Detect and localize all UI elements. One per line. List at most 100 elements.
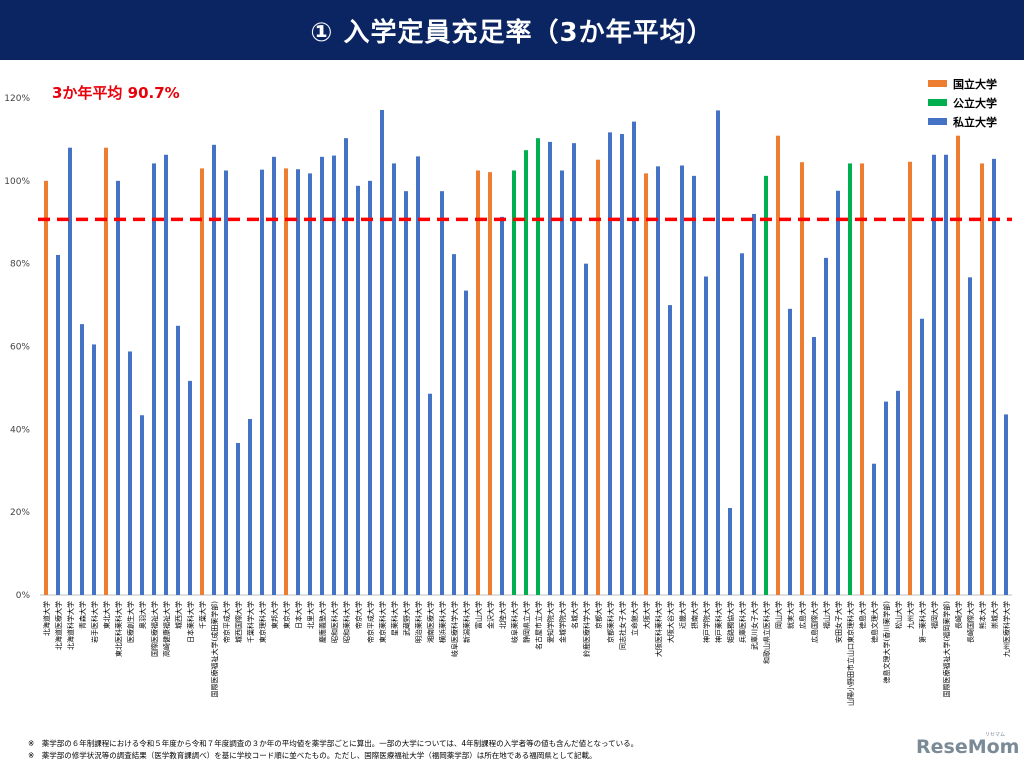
bar [884, 401, 888, 595]
x-tick-label: 同志社女子大学 [618, 601, 627, 650]
bar [656, 166, 660, 595]
x-tick-label: 金城学院大学 [558, 601, 567, 643]
x-tick-label: 国際医療福祉大学(福岡薬学部) [942, 601, 951, 698]
bar [320, 156, 324, 595]
x-tick-label: 日本薬科大学 [186, 601, 195, 643]
legend-label-private: 私立大学 [953, 115, 997, 129]
bar [44, 180, 48, 595]
bar [380, 110, 384, 595]
y-tick-label: 0% [16, 591, 31, 601]
y-tick-label: 80% [10, 260, 30, 270]
x-tick-label: 神戸薬科大学 [714, 601, 723, 643]
bar [116, 180, 120, 595]
bar [128, 351, 132, 595]
x-tick-label: 北海道医療大学 [54, 601, 63, 650]
x-tick-label: 摂南大学 [690, 601, 699, 629]
x-tick-label: 城西大学 [174, 601, 183, 629]
bar [344, 138, 348, 595]
bar [872, 463, 876, 595]
x-tick-label: 高崎健康福祉大学 [162, 601, 171, 657]
x-tick-label: 北海道科学大学 [66, 601, 75, 650]
bar [800, 162, 804, 595]
x-tick-label: 星薬科大学 [390, 601, 399, 636]
x-tick-label: 明治薬科大学 [414, 601, 423, 643]
x-tick-label: 神戸学院大学 [702, 601, 711, 643]
bar [104, 147, 108, 595]
bar [644, 173, 648, 595]
bar [860, 163, 864, 595]
bar [536, 138, 540, 595]
title-bar: ① 入学定員充足率（3か年平均） [0, 0, 1024, 60]
bar [848, 163, 852, 595]
bar [596, 159, 600, 596]
bar [524, 150, 528, 595]
x-tick-label: 帝京平成大学 [366, 601, 375, 643]
bar [308, 173, 312, 595]
x-tick-label: 新潟薬科大学 [462, 601, 471, 643]
bar [416, 156, 420, 595]
footnote-2: ※ 薬学部の修学状況等の調査結果（医学教育課調べ）を基に学校コード順に並べたもの… [28, 751, 597, 760]
x-tick-label: 慶應義塾大学 [318, 601, 327, 643]
bar [332, 155, 336, 596]
x-tick-label: 鈴鹿医療科学大学 [582, 601, 591, 657]
bar [968, 277, 972, 595]
x-tick-label: 京都薬科大学 [606, 601, 615, 643]
legend-swatch-national [928, 80, 947, 87]
bar [260, 169, 264, 596]
x-tick-label: 帝京大学 [354, 601, 363, 629]
bar [548, 141, 552, 595]
bar [68, 147, 72, 595]
legend-swatch-public [928, 99, 947, 106]
x-tick-label: 名城大学 [570, 601, 579, 629]
bar [620, 134, 624, 595]
x-tick-label: 兵庫医科大学 [738, 601, 747, 643]
bar [152, 163, 156, 595]
x-tick-label: 武蔵野大学 [402, 601, 411, 636]
x-tick-label: 徳島文理大学 [870, 601, 879, 643]
x-tick-label: 徳島大学 [858, 601, 867, 629]
x-tick-label: 第一薬科大学 [918, 601, 927, 643]
legend-item-national: 国立大学 [928, 74, 997, 93]
x-tick-label: 松山大学 [894, 601, 903, 629]
bar [296, 169, 300, 595]
x-tick-label: 和歌山県立医科大学 [762, 601, 771, 664]
x-tick-label: 武庫川女子大学 [750, 601, 759, 650]
logo-subtext: リセマム [985, 732, 1006, 738]
y-tick-label: 60% [10, 343, 30, 353]
x-tick-label: 崇城大学 [990, 601, 999, 629]
x-tick-label: 岩手医科大学 [90, 601, 99, 643]
y-tick-label: 120% [4, 94, 30, 104]
x-tick-label: 東北医科薬科大学 [114, 601, 123, 657]
bar [812, 336, 816, 595]
x-tick-label: 徳島文理大学(香川薬学部) [882, 601, 891, 684]
bar [188, 380, 192, 595]
bar [584, 263, 588, 595]
bar [176, 325, 180, 595]
bar [80, 324, 84, 595]
x-tick-label: 九州大学 [906, 601, 915, 629]
bar [488, 172, 492, 595]
x-tick-label: 青森大学 [78, 601, 87, 629]
x-tick-label: 安田女子大学 [834, 601, 843, 643]
x-tick-label: 広島国際大学 [810, 601, 819, 643]
bar [428, 393, 432, 595]
y-tick-label: 20% [10, 508, 30, 518]
x-tick-label: 山陽小野田市立山口東京理科大学 [846, 601, 855, 706]
x-tick-label: 愛知学院大学 [546, 601, 555, 643]
x-tick-label: 横浜薬科大学 [438, 601, 447, 643]
bar [236, 443, 240, 595]
bar [992, 158, 996, 595]
bar [944, 154, 948, 595]
x-tick-label: 岐阜薬科大学 [510, 601, 519, 643]
bar [716, 110, 720, 596]
x-tick-label: 昭和医科大学 [330, 601, 339, 643]
x-tick-label: 湘南医療大学 [426, 601, 435, 643]
x-tick-label: 国際医療福祉大学(成田薬学部) [210, 601, 219, 698]
x-tick-label: 九州医療科学大学 [1002, 601, 1011, 657]
bar [440, 191, 444, 595]
bar [560, 170, 564, 595]
bar [476, 170, 480, 595]
average-label: 3か年平均 90.7% [52, 84, 180, 102]
x-tick-label: 昭和薬科大学 [342, 601, 351, 643]
bar [92, 344, 96, 595]
